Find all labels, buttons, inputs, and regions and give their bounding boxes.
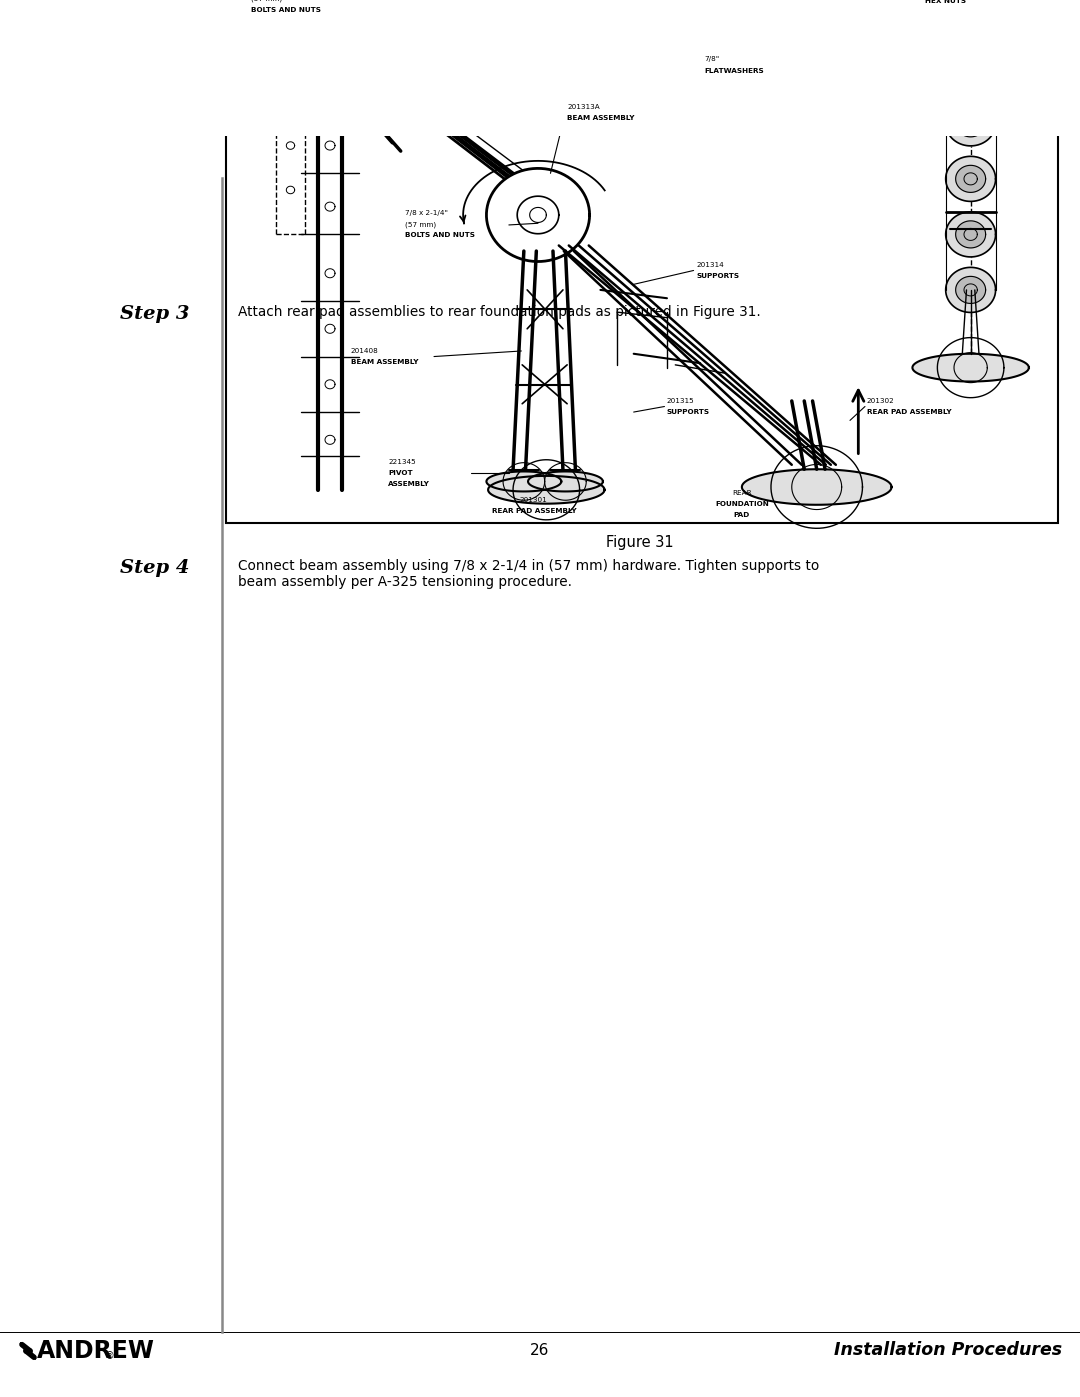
Text: FOUNDATION: FOUNDATION — [715, 500, 769, 507]
Text: 7/8": 7/8" — [704, 56, 719, 63]
Text: 7/8 x 2-1/4": 7/8 x 2-1/4" — [405, 211, 448, 217]
Polygon shape — [946, 101, 996, 145]
Polygon shape — [956, 221, 986, 247]
Text: BOLTS AND NUTS: BOLTS AND NUTS — [251, 7, 321, 13]
Text: 201315: 201315 — [667, 398, 694, 404]
Text: 221345: 221345 — [388, 460, 416, 465]
Polygon shape — [913, 353, 1029, 381]
Text: ANDREW: ANDREW — [37, 1338, 154, 1363]
Text: PAD: PAD — [733, 511, 750, 518]
Text: 201302: 201302 — [866, 398, 894, 404]
Text: REAR PAD ASSEMBLY: REAR PAD ASSEMBLY — [866, 409, 951, 415]
Text: 201301: 201301 — [519, 497, 548, 503]
Text: BOLTS AND NUTS: BOLTS AND NUTS — [405, 232, 475, 239]
Text: BEAM ASSEMBLY: BEAM ASSEMBLY — [567, 115, 635, 120]
Text: REAR: REAR — [732, 489, 752, 496]
Polygon shape — [486, 471, 562, 492]
Polygon shape — [956, 110, 986, 137]
Text: Step 3: Step 3 — [120, 305, 190, 323]
Polygon shape — [742, 469, 892, 504]
Text: Attach rear pad assemblies to rear foundation pads as pictured in Figure 31.: Attach rear pad assemblies to rear found… — [238, 305, 760, 319]
Text: SUPPORTS: SUPPORTS — [667, 409, 710, 415]
Text: 201408: 201408 — [351, 348, 379, 353]
Text: (57 mm): (57 mm) — [251, 0, 282, 1]
Text: 201313A: 201313A — [567, 103, 599, 110]
Polygon shape — [956, 277, 986, 303]
Text: HEX NUTS: HEX NUTS — [924, 0, 966, 4]
Text: SUPPORTS: SUPPORTS — [697, 272, 739, 279]
Text: Installation Procedures: Installation Procedures — [834, 1341, 1062, 1359]
Text: 201314: 201314 — [697, 261, 724, 268]
Text: PIVOT: PIVOT — [388, 471, 413, 476]
Polygon shape — [956, 165, 986, 193]
Polygon shape — [946, 267, 996, 313]
Text: ASSEMBLY: ASSEMBLY — [388, 481, 430, 488]
Polygon shape — [488, 476, 605, 504]
Text: 26: 26 — [530, 1343, 550, 1358]
Bar — [226, 0, 1058, 522]
Polygon shape — [946, 156, 996, 201]
Polygon shape — [21, 1343, 36, 1359]
Text: (57 mm): (57 mm) — [405, 221, 436, 228]
Text: Figure 31: Figure 31 — [606, 535, 674, 550]
Text: ®: ® — [105, 1351, 114, 1361]
Text: REAR PAD ASSEMBLY: REAR PAD ASSEMBLY — [491, 509, 576, 514]
Text: Step 4: Step 4 — [120, 559, 190, 577]
Polygon shape — [946, 212, 996, 257]
Polygon shape — [956, 54, 986, 81]
Polygon shape — [528, 471, 603, 492]
Text: Connect beam assembly using 7/8 x 2-1/4 in (57 mm) hardware. Tighten supports to: Connect beam assembly using 7/8 x 2-1/4 … — [238, 559, 820, 590]
Polygon shape — [486, 169, 590, 261]
Polygon shape — [946, 45, 996, 91]
Text: FLATWASHERS: FLATWASHERS — [704, 67, 765, 74]
Text: BEAM ASSEMBLY: BEAM ASSEMBLY — [351, 359, 418, 365]
